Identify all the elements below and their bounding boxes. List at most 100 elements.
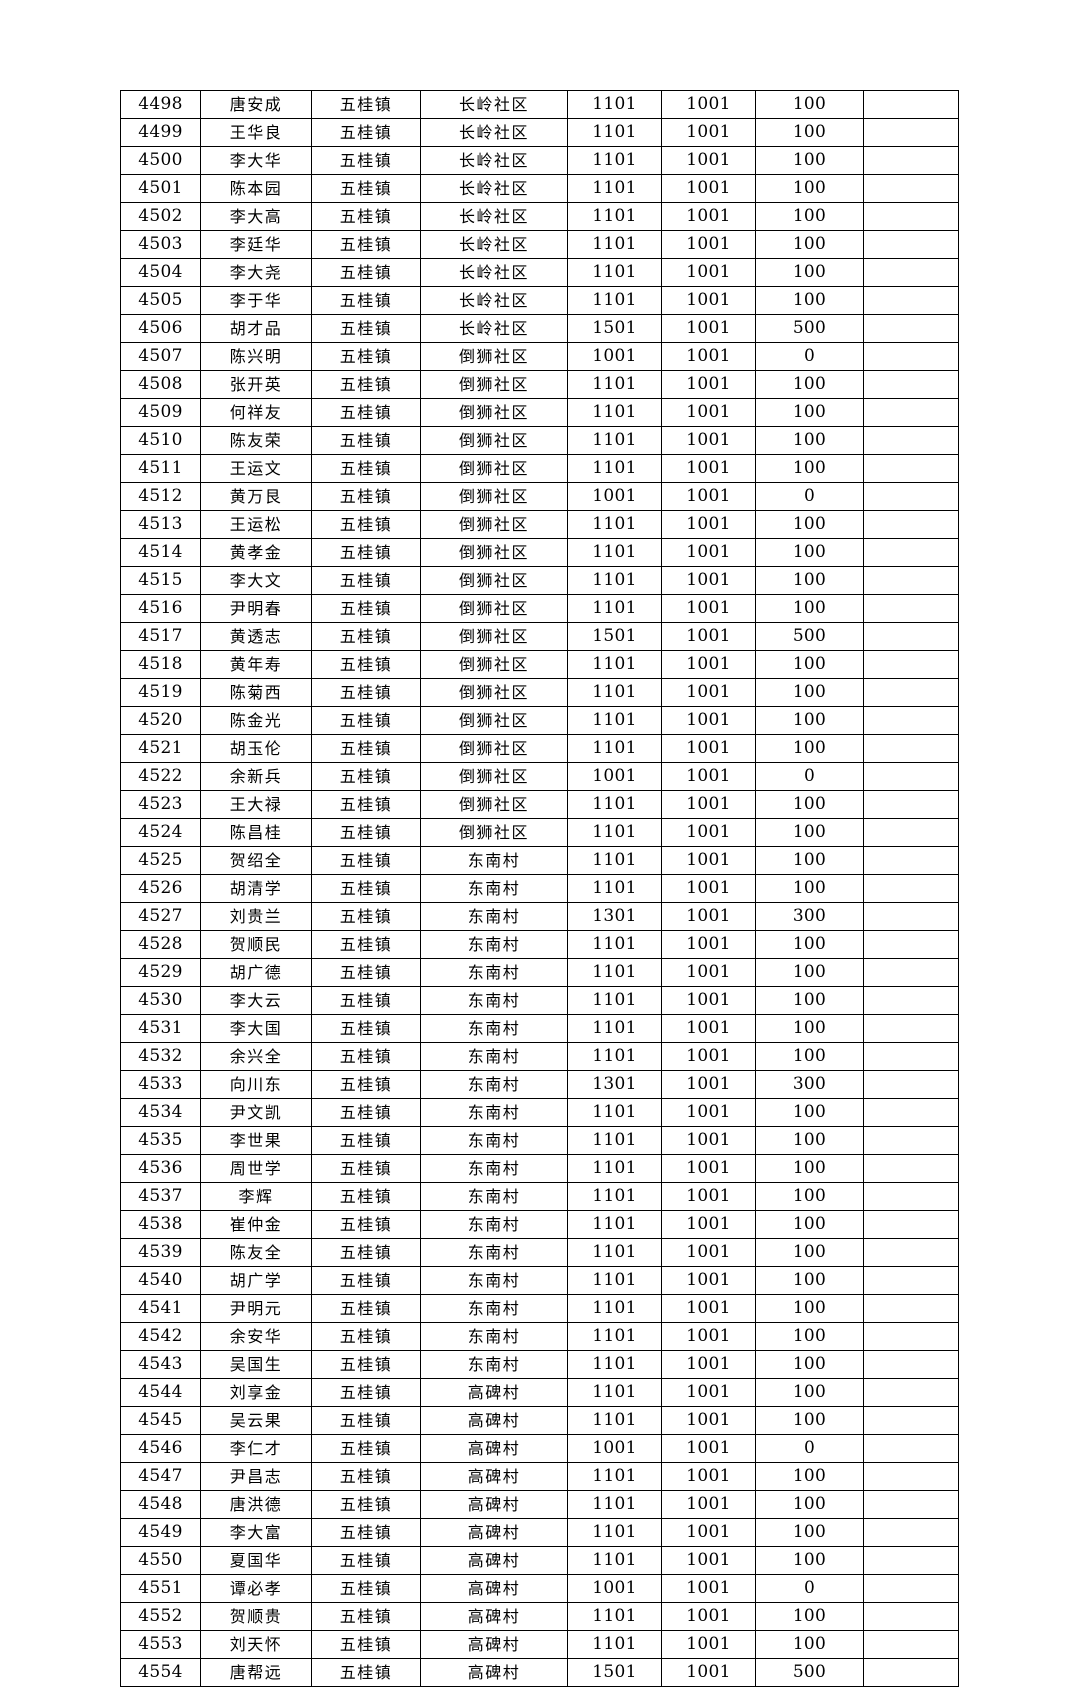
township-cell: 五桂镇 (311, 90, 421, 119)
amount-a-cell: 1101 (567, 818, 662, 847)
person-name-cell: 胡广学 (200, 1266, 312, 1295)
person-name-cell: 向川东 (200, 1070, 312, 1099)
township-cell: 五桂镇 (311, 1490, 421, 1519)
village-cell: 东南村 (420, 1294, 568, 1323)
amount-a-cell: 1101 (567, 1098, 662, 1127)
table-row: 4534 尹文凯 五桂镇 东南村 1101 1001 100 (120, 1098, 959, 1127)
amount-c-cell: 100 (755, 1490, 864, 1519)
village-cell: 长岭社区 (420, 258, 568, 287)
amount-c-cell: 100 (755, 1266, 864, 1295)
sequence-number-cell: 4521 (120, 734, 201, 763)
remark-cell (863, 1126, 959, 1155)
sequence-number-cell: 4520 (120, 706, 201, 735)
amount-b-cell: 1001 (661, 1490, 756, 1519)
remark-cell (863, 986, 959, 1015)
person-name-cell: 陈菊西 (200, 678, 312, 707)
table-row: 4548 唐洪德 五桂镇 高碑村 1101 1001 100 (120, 1490, 959, 1519)
person-name-cell: 李大高 (200, 202, 312, 231)
township-cell: 五桂镇 (311, 1238, 421, 1267)
village-cell: 东南村 (420, 986, 568, 1015)
remark-cell (863, 258, 959, 287)
person-name-cell: 李大尧 (200, 258, 312, 287)
village-cell: 倒狮社区 (420, 342, 568, 371)
person-name-cell: 余新兵 (200, 762, 312, 791)
remark-cell (863, 342, 959, 371)
sequence-number-cell: 4517 (120, 622, 201, 651)
remark-cell (863, 790, 959, 819)
amount-c-cell: 100 (755, 706, 864, 735)
amount-b-cell: 1001 (661, 538, 756, 567)
sequence-number-cell: 4532 (120, 1042, 201, 1071)
table-row: 4500 李大华 五桂镇 长岭社区 1101 1001 100 (120, 146, 959, 175)
remark-cell (863, 566, 959, 595)
person-name-cell: 崔仲金 (200, 1210, 312, 1239)
amount-c-cell: 100 (755, 1182, 864, 1211)
sequence-number-cell: 4506 (120, 314, 201, 343)
amount-a-cell: 1101 (567, 538, 662, 567)
amount-c-cell: 100 (755, 650, 864, 679)
township-cell: 五桂镇 (311, 958, 421, 987)
table-row: 4509 何祥友 五桂镇 倒狮社区 1101 1001 100 (120, 398, 959, 427)
sequence-number-cell: 4515 (120, 566, 201, 595)
amount-c-cell: 100 (755, 986, 864, 1015)
table-row: 4535 李世果 五桂镇 东南村 1101 1001 100 (120, 1126, 959, 1155)
sequence-number-cell: 4550 (120, 1546, 201, 1575)
remark-cell (863, 118, 959, 147)
roster-table: 4498 唐安成 五桂镇 长岭社区 1101 1001 100 4499 王华良 五桂镇 长岭社区 1… (120, 90, 959, 1687)
person-name-cell: 黄孝金 (200, 538, 312, 567)
amount-b-cell: 1001 (661, 1350, 756, 1379)
amount-c-cell: 0 (755, 342, 864, 371)
person-name-cell: 陈友荣 (200, 426, 312, 455)
table-row: 4505 李于华 五桂镇 长岭社区 1101 1001 100 (120, 286, 959, 315)
amount-c-cell: 300 (755, 1070, 864, 1099)
village-cell: 长岭社区 (420, 286, 568, 315)
remark-cell (863, 1406, 959, 1435)
township-cell: 五桂镇 (311, 874, 421, 903)
table-row: 4510 陈友荣 五桂镇 倒狮社区 1101 1001 100 (120, 426, 959, 455)
village-cell: 东南村 (420, 1322, 568, 1351)
sequence-number-cell: 4519 (120, 678, 201, 707)
amount-a-cell: 1101 (567, 510, 662, 539)
person-name-cell: 刘天怀 (200, 1630, 312, 1659)
village-cell: 高碑村 (420, 1630, 568, 1659)
table-row: 4504 李大尧 五桂镇 长岭社区 1101 1001 100 (120, 258, 959, 287)
amount-c-cell: 100 (755, 230, 864, 259)
amount-a-cell: 1101 (567, 174, 662, 203)
remark-cell (863, 1602, 959, 1631)
remark-cell (863, 1658, 959, 1687)
person-name-cell: 余兴全 (200, 1042, 312, 1071)
person-name-cell: 李大云 (200, 986, 312, 1015)
amount-b-cell: 1001 (661, 1630, 756, 1659)
township-cell: 五桂镇 (311, 1658, 421, 1687)
township-cell: 五桂镇 (311, 1014, 421, 1043)
person-name-cell: 胡玉伦 (200, 734, 312, 763)
amount-c-cell: 100 (755, 286, 864, 315)
sequence-number-cell: 4504 (120, 258, 201, 287)
village-cell: 东南村 (420, 930, 568, 959)
amount-b-cell: 1001 (661, 566, 756, 595)
table-row: 4533 向川东 五桂镇 东南村 1301 1001 300 (120, 1070, 959, 1099)
remark-cell (863, 1182, 959, 1211)
amount-a-cell: 1101 (567, 258, 662, 287)
amount-b-cell: 1001 (661, 1014, 756, 1043)
sequence-number-cell: 4553 (120, 1630, 201, 1659)
village-cell: 高碑村 (420, 1378, 568, 1407)
sequence-number-cell: 4531 (120, 1014, 201, 1043)
amount-a-cell: 1101 (567, 1378, 662, 1407)
village-cell: 倒狮社区 (420, 650, 568, 679)
sequence-number-cell: 4522 (120, 762, 201, 791)
remark-cell (863, 902, 959, 931)
sequence-number-cell: 4541 (120, 1294, 201, 1323)
amount-c-cell: 100 (755, 930, 864, 959)
amount-b-cell: 1001 (661, 1154, 756, 1183)
amount-b-cell: 1001 (661, 342, 756, 371)
amount-b-cell: 1001 (661, 454, 756, 483)
township-cell: 五桂镇 (311, 1154, 421, 1183)
sequence-number-cell: 4503 (120, 230, 201, 259)
township-cell: 五桂镇 (311, 1294, 421, 1323)
amount-b-cell: 1001 (661, 1434, 756, 1463)
person-name-cell: 尹文凯 (200, 1098, 312, 1127)
amount-b-cell: 1001 (661, 1462, 756, 1491)
amount-b-cell: 1001 (661, 986, 756, 1015)
sequence-number-cell: 4538 (120, 1210, 201, 1239)
